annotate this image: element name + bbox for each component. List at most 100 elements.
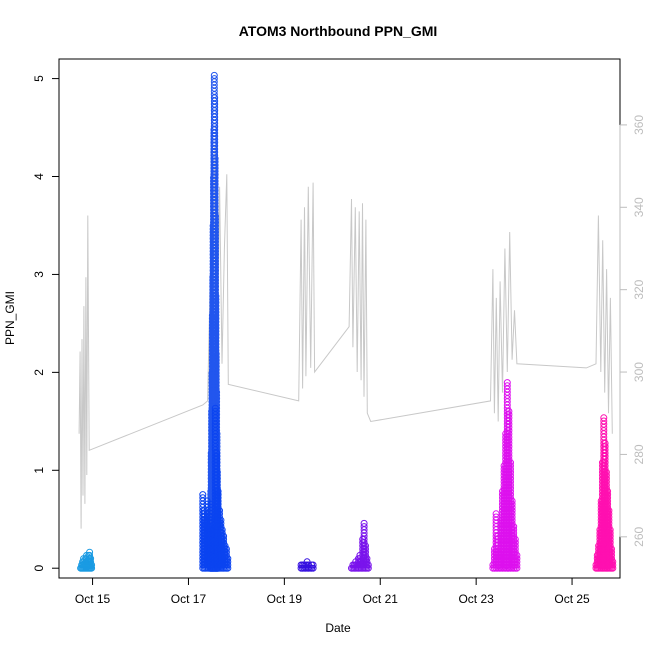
data-point: [211, 155, 219, 163]
data-point: [217, 519, 225, 527]
data-point: [606, 526, 614, 534]
data-point: [364, 564, 372, 572]
data-point: [601, 439, 609, 447]
data-point: [211, 404, 219, 412]
data-point: [216, 507, 223, 515]
temperature-line-layer: [78, 145, 613, 529]
data-point: [309, 561, 317, 569]
data-point: [608, 548, 615, 556]
data-point: [211, 158, 219, 166]
data-point: [507, 459, 514, 467]
data-point: [87, 555, 95, 563]
data-point: [212, 212, 219, 220]
x-axis: Oct 15 Oct 17 Oct 19 Oct 21 Oct 23 Oct 25: [75, 577, 590, 606]
data-point: [510, 523, 518, 531]
data-point: [212, 292, 220, 300]
data-point: [211, 97, 219, 105]
y2-tick-label: 260: [632, 526, 646, 546]
scatter-series-5: [489, 379, 521, 572]
data-point: [88, 561, 96, 569]
y2-tick-label: 360: [632, 115, 646, 135]
y-axis-left: 0 1 2 3 4 5: [32, 75, 60, 572]
data-point: [601, 443, 609, 451]
data-point: [220, 535, 228, 543]
data-point: [508, 497, 516, 505]
y-tick-label: 5: [32, 75, 46, 82]
x-axis-label: Date: [325, 621, 351, 635]
data-point: [211, 94, 219, 102]
chart-title: ATOM3 Northbound PPN_GMI: [239, 23, 438, 39]
data-point: [600, 414, 608, 422]
data-point: [363, 558, 371, 566]
data-point: [505, 411, 513, 419]
data-point: [87, 558, 95, 566]
y-axis-right: 260 280 300 320 340 360: [619, 115, 646, 547]
data-point: [221, 542, 229, 550]
data-point: [212, 350, 220, 358]
data-point: [360, 519, 368, 527]
data-point: [609, 561, 617, 569]
data-point: [213, 391, 221, 399]
scatter-layer: [77, 71, 617, 572]
data-point: [212, 215, 219, 223]
scatter-series-6: [592, 414, 617, 572]
data-point: [199, 491, 207, 499]
data-point: [505, 407, 513, 415]
x-tick-label: Oct 15: [75, 592, 111, 606]
data-point: [609, 558, 617, 566]
data-point: [508, 500, 516, 508]
data-point: [511, 539, 519, 547]
data-point: [309, 564, 317, 572]
data-point: [606, 529, 614, 537]
data-point: [608, 545, 615, 553]
data-point: [511, 535, 519, 543]
y-tick-label: 3: [32, 271, 46, 278]
y-axis-label: PPN_GMI: [3, 291, 17, 345]
data-point: [212, 295, 220, 303]
x-tick-label: Oct 25: [554, 592, 590, 606]
data-point: [362, 545, 369, 553]
y2-tick-label: 280: [632, 444, 646, 464]
data-point: [211, 407, 219, 415]
data-point: [503, 382, 511, 390]
y-tick-label: 2: [32, 369, 46, 376]
data-point: [213, 449, 221, 457]
data-point: [213, 388, 221, 396]
data-point: [360, 523, 368, 531]
data-point: [210, 71, 218, 79]
data-point: [216, 510, 223, 518]
data-point: [303, 558, 311, 566]
scatter-series-0: [77, 548, 96, 572]
data-point: [222, 548, 230, 556]
scatter-series-4: [348, 519, 372, 572]
data-point: [213, 452, 221, 460]
scatter-series-2: [199, 404, 232, 572]
data-point: [218, 529, 226, 537]
data-point: [210, 75, 218, 83]
data-point: [507, 462, 514, 470]
data-point: [217, 516, 225, 524]
y2-tick-label: 340: [632, 197, 646, 217]
x-tick-label: Oct 17: [171, 592, 207, 606]
data-point: [224, 555, 232, 563]
plot-frame: [58, 58, 621, 579]
data-point: [600, 417, 608, 425]
data-point: [602, 468, 610, 476]
data-point: [605, 507, 613, 515]
y2-tick-label: 300: [632, 362, 646, 382]
y2-tick-label: 320: [632, 279, 646, 299]
data-point: [224, 558, 232, 566]
data-point: [218, 526, 226, 534]
data-point: [602, 471, 610, 479]
x-tick-label: Oct 21: [363, 592, 399, 606]
x-tick-label: Oct 19: [267, 592, 303, 606]
y-tick-label: 4: [32, 173, 46, 180]
data-point: [510, 526, 518, 534]
data-point: [513, 551, 521, 559]
scatter-series-3: [297, 558, 317, 572]
data-point: [88, 564, 96, 572]
data-point: [86, 548, 94, 556]
data-point: [503, 379, 511, 387]
data-point: [214, 491, 222, 499]
